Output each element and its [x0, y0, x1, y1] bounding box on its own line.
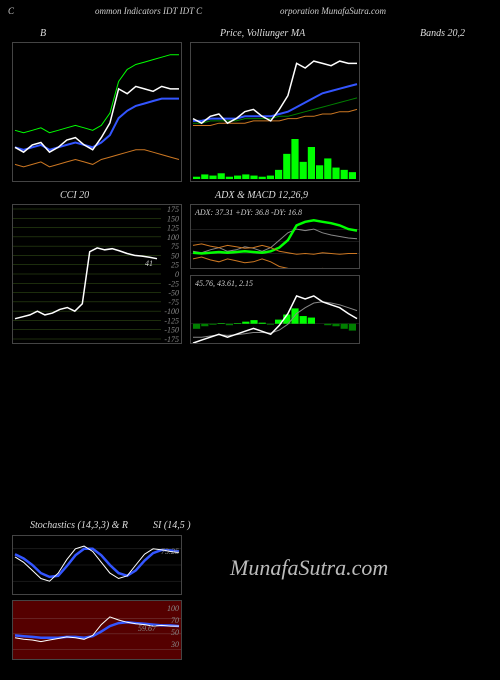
- title-price: Price, Volliunger MA: [220, 28, 305, 39]
- svg-text:0: 0: [175, 270, 179, 279]
- svg-text:-150: -150: [164, 326, 179, 335]
- chart-stoch: 73.25: [13, 536, 181, 594]
- svg-text:100: 100: [167, 604, 179, 613]
- svg-text:150: 150: [167, 214, 179, 223]
- svg-text:59.67: 59.67: [138, 624, 157, 633]
- chart-cci: 1751501251007550250-25-50-75-100-125-150…: [13, 205, 181, 343]
- panel-stoch: 73.25: [12, 535, 182, 595]
- svg-text:125: 125: [167, 224, 179, 233]
- svg-text:-25: -25: [168, 279, 179, 288]
- panel-bollinger: [12, 42, 182, 182]
- chart-price: [191, 43, 359, 181]
- svg-text:30: 30: [170, 640, 179, 649]
- svg-text:25: 25: [171, 261, 179, 270]
- panel-adx: ADX: 37.31 +DY: 36.8 -DY: 16.8: [190, 204, 360, 269]
- hdr-mid1: ommon Indicators IDT IDT C: [95, 6, 202, 16]
- svg-text:175: 175: [167, 205, 179, 214]
- panel-rsi: 100 70 50 30 59.67: [12, 600, 182, 660]
- svg-text:-50: -50: [168, 289, 179, 298]
- title-adx: ADX & MACD 12,26,9: [215, 190, 308, 201]
- chart-macd: 45.76, 43.61, 2.15: [191, 276, 359, 343]
- chart-rsi: 100 70 50 30 59.67: [13, 601, 181, 659]
- hdr-mid2: orporation MunafaSutra.com: [280, 6, 386, 16]
- svg-text:100: 100: [167, 233, 179, 242]
- svg-text:-175: -175: [164, 335, 179, 343]
- panel-cci: 1751501251007550250-25-50-75-100-125-150…: [12, 204, 182, 344]
- title-bollinger: B: [40, 28, 46, 39]
- svg-text:50: 50: [171, 251, 179, 260]
- title-rsi-text: SI (14,5 ): [153, 520, 191, 531]
- chart-bollinger: [13, 43, 181, 181]
- svg-text:-125: -125: [164, 316, 179, 325]
- svg-text:50: 50: [171, 628, 179, 637]
- title-stoch: Stochastics (14,3,3) & R SI (14,5 ): [30, 520, 191, 531]
- title-bands: Bands 20,2: [420, 28, 465, 39]
- svg-text:-75: -75: [168, 298, 179, 307]
- svg-text:70: 70: [171, 616, 179, 625]
- svg-text:45.76, 43.61, 2.15: 45.76, 43.61, 2.15: [195, 279, 253, 288]
- watermark: MunafaSutra.com: [230, 555, 388, 581]
- hdr-left: C: [8, 6, 14, 16]
- chart-adx: ADX: 37.31 +DY: 36.8 -DY: 16.8: [191, 205, 359, 268]
- svg-text:-100: -100: [164, 307, 179, 316]
- svg-text:75: 75: [171, 242, 179, 251]
- title-stoch-text: Stochastics (14,3,3) & R: [30, 520, 128, 531]
- svg-text:ADX: 37.31 +DY: 36.8 -DY: 16.8: ADX: 37.31 +DY: 36.8 -DY: 16.8: [194, 208, 302, 217]
- title-cci: CCI 20: [60, 190, 89, 201]
- panel-price: [190, 42, 360, 182]
- panel-macd: 45.76, 43.61, 2.15: [190, 275, 360, 344]
- svg-text:73.25: 73.25: [161, 547, 179, 556]
- svg-text:41: 41: [145, 259, 153, 268]
